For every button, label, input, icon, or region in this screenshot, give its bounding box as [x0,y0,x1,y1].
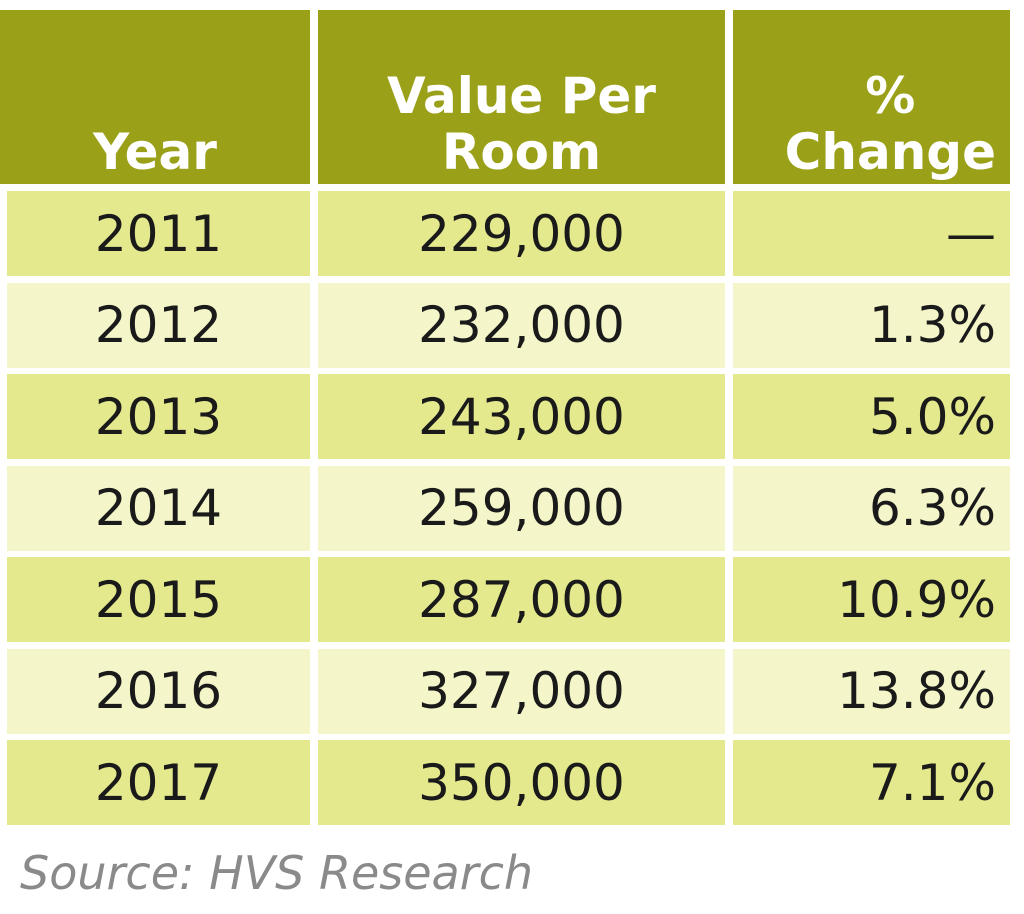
year-cell: 2016 [7,648,310,734]
change-cell: — [733,191,1010,276]
year-cell: 2012 [7,282,310,368]
value-cell: 287,000 [318,557,725,642]
change-cell: 7.1% [733,740,1010,825]
change-cell: 1.3% [733,282,1010,368]
year-cell: 2017 [7,740,310,825]
header-label: % Change [784,67,996,181]
header-percent-change: % Change [733,10,1010,184]
year-cell: 2011 [7,191,310,276]
header-year: Year [0,10,310,184]
source-note: Source: HVS Research [20,846,534,900]
change-cell: 10.9% [733,557,1010,642]
value-cell: 229,000 [318,191,725,276]
year-cell: 2014 [7,465,310,551]
change-cell: 6.3% [733,465,1010,551]
year-cell: 2013 [7,374,310,459]
change-cell: 13.8% [733,648,1010,734]
year-cell: 2015 [7,557,310,642]
value-cell: 350,000 [318,740,725,825]
change-cell: 5.0% [733,374,1010,459]
header-value-per-room: Value Per Room [318,10,725,184]
value-cell: 243,000 [318,374,725,459]
value-cell: 259,000 [318,465,725,551]
value-cell: 232,000 [318,282,725,368]
header-label: Value Per Room [387,67,656,181]
value-cell: 327,000 [318,648,725,734]
